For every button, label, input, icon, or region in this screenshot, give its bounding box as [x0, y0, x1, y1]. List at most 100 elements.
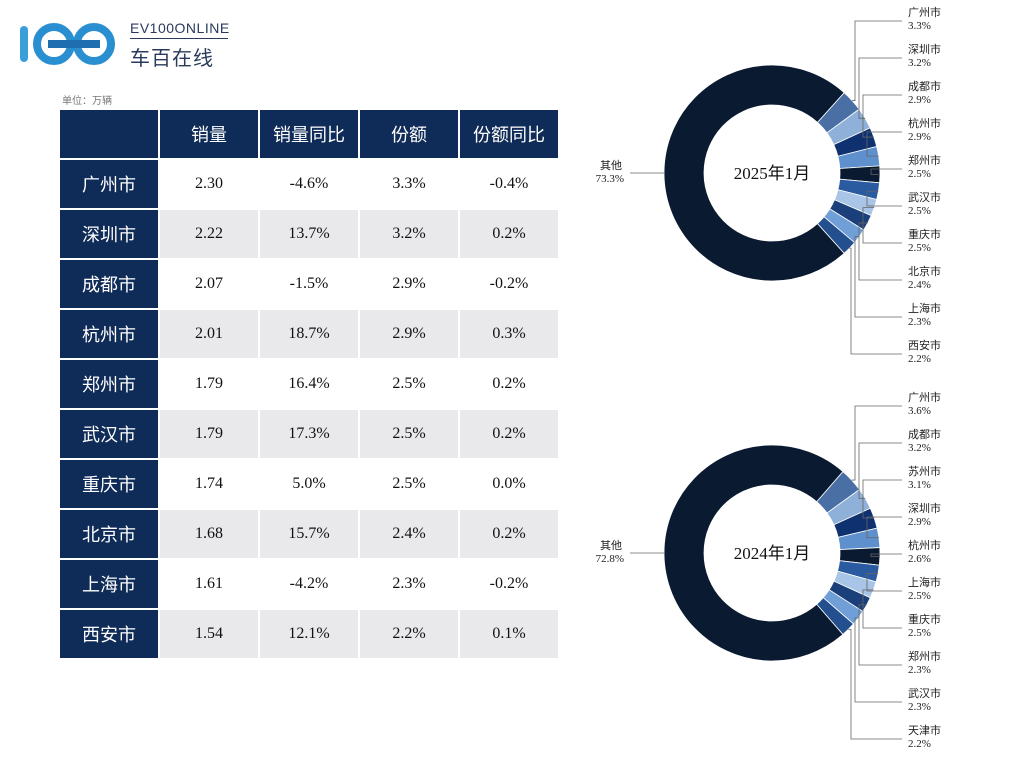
chart-title: 2024年1月: [734, 544, 811, 563]
slice-value: 2.6%: [908, 553, 931, 565]
slice-value: 3.6%: [908, 405, 931, 417]
slice-label: 重庆市: [908, 612, 941, 626]
leader-line: [862, 94, 902, 138]
leader-line: [866, 131, 902, 157]
leader-line: [870, 553, 902, 557]
slice-value: 3.2%: [908, 442, 931, 454]
row-city: 郑州市: [60, 360, 158, 408]
slice-label: 广州市: [908, 390, 941, 404]
slice-value: 2.5%: [908, 590, 931, 602]
row-city: 西安市: [60, 610, 158, 658]
slice-value: 2.3%: [908, 701, 931, 713]
donut-slice-other: [663, 444, 844, 662]
slice-value: 2.3%: [908, 664, 931, 676]
brand-divider: [130, 38, 228, 39]
table-row: 郑州市 1.79 16.4% 2.5% 0.2%: [60, 360, 558, 408]
cell-sales-yoy: -1.5%: [260, 260, 358, 308]
table-row: 重庆市 1.74 5.0% 2.5% 0.0%: [60, 460, 558, 508]
leader-line: [854, 617, 902, 703]
cell-share: 2.3%: [360, 560, 458, 608]
donut-chart-2: 2024年1月广州市3.6%成都市3.2%苏州市3.1%深圳市2.9%杭州市2.…: [596, 390, 941, 750]
slice-label: 西安市: [908, 338, 941, 352]
leader-line: [858, 57, 902, 119]
slice-value: 2.9%: [908, 131, 931, 143]
slice-label: 北京市: [908, 264, 941, 278]
cell-sales-yoy: 17.3%: [260, 410, 358, 458]
cell-share-yoy: 0.2%: [460, 360, 558, 408]
row-city: 成都市: [60, 260, 158, 308]
leader-line: [851, 405, 902, 481]
cell-sales-yoy: 18.7%: [260, 310, 358, 358]
slice-value: 3.3%: [908, 20, 931, 32]
leader-line: [848, 628, 902, 740]
slice-label: 广州市: [908, 5, 941, 19]
leader-line: [862, 589, 902, 629]
slice-value: 2.5%: [908, 627, 931, 639]
leader-line: [870, 168, 902, 175]
cell-share-yoy: 0.1%: [460, 610, 558, 658]
leader-line: [858, 604, 902, 666]
slice-label: 成都市: [908, 427, 941, 441]
cell-sales: 1.79: [160, 410, 258, 458]
cell-sales-yoy: -4.2%: [260, 560, 358, 608]
leader-line: [862, 479, 902, 519]
cell-share: 3.3%: [360, 160, 458, 208]
slice-label: 深圳市: [908, 42, 941, 56]
row-city: 上海市: [60, 560, 158, 608]
row-city: 深圳市: [60, 210, 158, 258]
slice-value: 2.9%: [908, 94, 931, 106]
slice-label: 武汉市: [908, 190, 941, 204]
table-row: 上海市 1.61 -4.2% 2.3% -0.2%: [60, 560, 558, 608]
cell-sales: 2.07: [160, 260, 258, 308]
slice-value: 2.5%: [908, 205, 931, 217]
cell-share: 2.5%: [360, 460, 458, 508]
table-row: 北京市 1.68 15.7% 2.4% 0.2%: [60, 510, 558, 558]
cell-share-yoy: 0.0%: [460, 460, 558, 508]
chart-title: 2025年1月: [734, 164, 811, 183]
table-row: 武汉市 1.79 17.3% 2.5% 0.2%: [60, 410, 558, 458]
cell-share-yoy: -0.2%: [460, 560, 558, 608]
slice-label: 郑州市: [908, 649, 941, 663]
table-row: 广州市 2.30 -4.6% 3.3% -0.4%: [60, 160, 558, 208]
slice-label: 杭州市: [908, 538, 941, 552]
row-city: 广州市: [60, 160, 158, 208]
leader-line: [858, 222, 902, 281]
cell-share: 2.5%: [360, 410, 458, 458]
cell-share: 2.4%: [360, 510, 458, 558]
column-header: 销量同比: [260, 110, 358, 158]
table-header-row: 销量 销量同比 份额 份额同比: [60, 110, 558, 158]
cell-share-yoy: 0.2%: [460, 510, 558, 558]
row-city: 武汉市: [60, 410, 158, 458]
slice-label: 天津市: [908, 723, 941, 737]
cell-share: 2.9%: [360, 310, 458, 358]
table-row: 深圳市 2.22 13.7% 3.2% 0.2%: [60, 210, 558, 258]
slice-value: 2.3%: [908, 316, 931, 328]
cell-sales-yoy: 5.0%: [260, 460, 358, 508]
cell-sales-yoy: -4.6%: [260, 160, 358, 208]
column-header: 销量: [160, 110, 258, 158]
cell-share-yoy: 0.3%: [460, 310, 558, 358]
other-label: 其他: [600, 539, 622, 552]
slice-value: 2.5%: [908, 168, 931, 180]
slice-label: 武汉市: [908, 686, 941, 700]
brand-logo: EV100ONLINE 车百在线: [18, 18, 230, 70]
ev100-logo-icon: [20, 23, 115, 65]
cell-sales-yoy: 15.7%: [260, 510, 358, 558]
table-row: 西安市 1.54 12.1% 2.2% 0.1%: [60, 610, 558, 658]
cell-share-yoy: 0.2%: [460, 410, 558, 458]
cell-sales: 2.30: [160, 160, 258, 208]
leader-line: [862, 207, 902, 244]
table-corner-cell: [60, 110, 158, 158]
cell-sales-yoy: 13.7%: [260, 210, 358, 258]
brand-english: EV100ONLINE: [130, 20, 230, 36]
row-city: 北京市: [60, 510, 158, 558]
cell-share-yoy: -0.2%: [460, 260, 558, 308]
slice-label: 成都市: [908, 79, 941, 93]
cell-share: 3.2%: [360, 210, 458, 258]
leader-line: [866, 573, 902, 592]
table-row: 杭州市 2.01 18.7% 2.9% 0.3%: [60, 310, 558, 358]
cell-share: 2.5%: [360, 360, 458, 408]
slice-label: 杭州市: [908, 116, 941, 130]
slice-label: 上海市: [908, 575, 941, 589]
